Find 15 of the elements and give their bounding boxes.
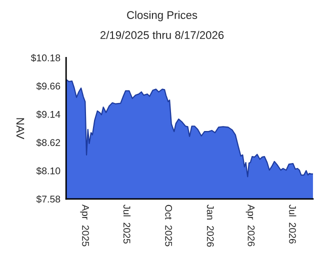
x-tick-label: Jul 2025 bbox=[123, 204, 131, 244]
y-tick-label: $8.62 bbox=[36, 138, 60, 147]
y-tick-label: $10.18 bbox=[30, 54, 60, 62]
x-tick-label: Apr 2026 bbox=[246, 204, 255, 246]
x-tick-label: Jan 2026 bbox=[206, 204, 214, 247]
chart-subtitle: 2/19/2025 thru 8/17/2026 bbox=[100, 30, 224, 40]
x-tick-label: Jul 2026 bbox=[289, 204, 296, 244]
x-tick-label: Apr 2025 bbox=[80, 204, 89, 246]
y-tick-label: $8.10 bbox=[36, 166, 60, 175]
y-tick-label: $9.14 bbox=[36, 110, 60, 118]
y-tick-label: $7.58 bbox=[36, 195, 60, 204]
chart-title: Closing Prices bbox=[127, 10, 198, 22]
x-tick-label: Oct 2025 bbox=[165, 204, 172, 246]
y-axis-title: NAV bbox=[16, 118, 24, 140]
y-tick-label: $9.66 bbox=[36, 82, 60, 90]
